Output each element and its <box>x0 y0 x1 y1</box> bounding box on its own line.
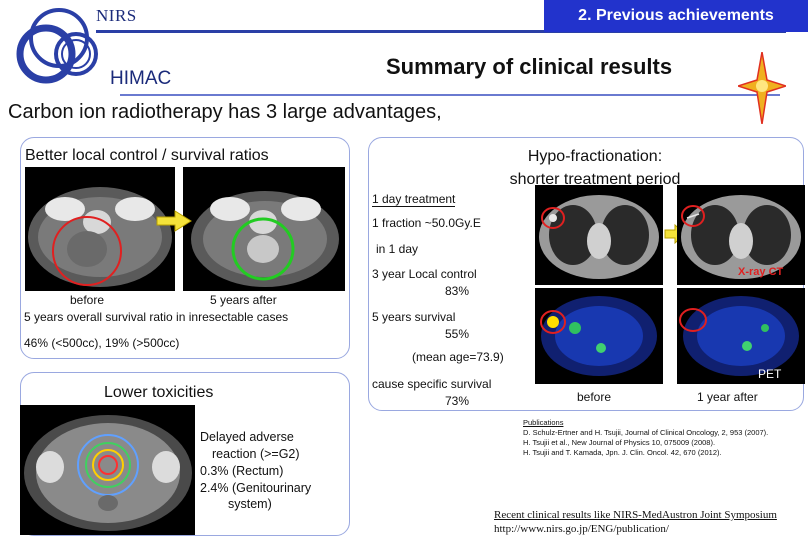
publication-2: H. Tsujii et al., New Journal of Physics… <box>523 438 716 447</box>
publication-url[interactable]: http://www.nirs.go.jp/ENG/publication/ <box>494 523 669 535</box>
facility-name: HIMAC <box>110 68 172 89</box>
caption-after: 1 year after <box>697 390 758 404</box>
pet-label: PET <box>758 367 782 381</box>
pelvis-ct-images <box>25 167 345 291</box>
toxicity-line-3: 0.3% (Rectum) <box>200 464 284 478</box>
specific-survival-value: 73% <box>445 394 470 408</box>
header-rule-lower <box>120 94 780 96</box>
local-control-label: 3 year Local control <box>372 267 477 281</box>
mean-age: (mean age=73.9) <box>412 350 504 364</box>
lung-ct-images <box>535 185 805 285</box>
label-after: 5 years after <box>210 293 277 307</box>
specific-survival-label: cause specific survival <box>372 377 492 391</box>
header-rule <box>96 30 786 33</box>
toxicity-line-4: 2.4% (Genitourinary <box>200 481 312 495</box>
survival-label: 5 years survival <box>372 310 456 324</box>
prostate-dose-image <box>20 405 195 535</box>
survival-text: 5 years overall survival ratio in inrese… <box>24 310 289 324</box>
fraction-text: 1 fraction ~50.0Gy.E <box>372 216 481 230</box>
publications-heading: Publications <box>523 418 564 427</box>
section-badge: 2. Previous achievements <box>544 0 808 32</box>
local-control-value: 83% <box>445 284 470 298</box>
nirs-logo-icon <box>16 8 98 84</box>
hypo-title-line2: shorter treatment period <box>509 171 681 188</box>
xray-ct-label: X-ray CT <box>738 266 784 278</box>
ratio-text: 46% (<500cc), 19% (>500cc) <box>24 336 180 350</box>
intro-text: Carbon ion radiotherapy has 3 large adva… <box>8 101 442 123</box>
pet-images <box>535 288 805 384</box>
hypo-title-line1: Hypo-fractionation: <box>527 148 663 165</box>
in-one-day: in 1 day <box>376 242 419 256</box>
publication-1: D. Schulz-Ertner and H. Tsujii, Journal … <box>523 428 769 437</box>
recent-results-link[interactable]: Recent clinical results like NIRS-MedAus… <box>494 509 777 521</box>
caption-before: before <box>577 390 612 404</box>
toxicity-line-5: system) <box>228 497 272 511</box>
slide-subtitle: Summary of clinical results <box>386 54 673 79</box>
org-name: NIRS <box>96 6 137 25</box>
toxicity-line-2: reaction (>=G2) <box>212 447 300 461</box>
publication-3: H. Tsujii and T. Kamada, Jpn. J. Clin. O… <box>523 448 722 457</box>
toxicity-title: Lower toxicities <box>104 384 214 401</box>
toxicity-line-1: Delayed adverse <box>200 430 294 444</box>
local-control-title: Better local control / survival ratios <box>25 147 269 164</box>
survival-value: 55% <box>445 327 470 341</box>
label-before: before <box>70 293 105 307</box>
day-treatment: 1 day treatment <box>372 192 456 208</box>
star-icon <box>738 52 786 124</box>
